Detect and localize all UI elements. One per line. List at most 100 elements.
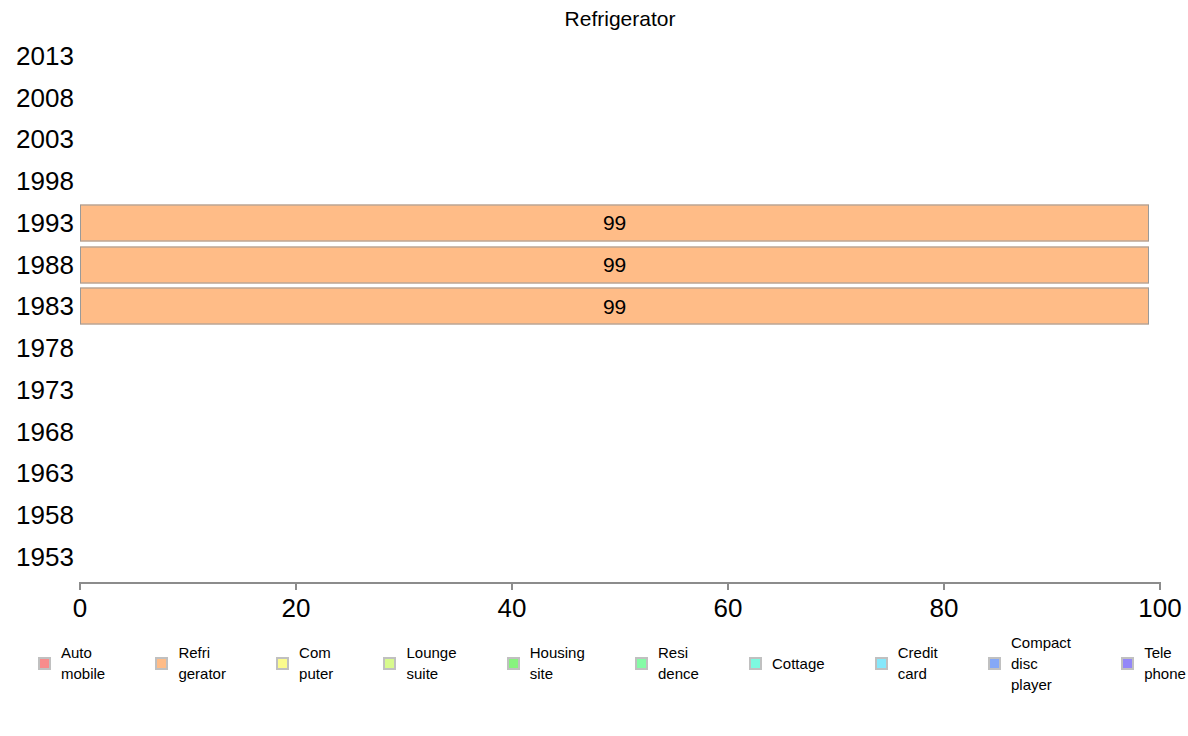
y-axis-label: 1963 bbox=[16, 458, 74, 489]
legend-label-line: Refri bbox=[178, 642, 226, 663]
legend-label-line: Com bbox=[299, 642, 333, 663]
legend-swatch-compact-disc-player bbox=[988, 657, 1001, 670]
bar-track bbox=[80, 494, 1160, 536]
y-axis-label: 1953 bbox=[16, 541, 74, 572]
legend-item-auto-mobile: Automobile bbox=[38, 642, 105, 684]
legend-swatch-auto-mobile bbox=[38, 657, 51, 670]
y-axis-label: 1993 bbox=[16, 207, 74, 238]
y-axis-label: 1973 bbox=[16, 374, 74, 405]
legend-item-residence: Residence bbox=[635, 642, 699, 684]
legend-swatch-lounge-suite bbox=[383, 657, 396, 670]
legend-label-line: Compact bbox=[1011, 632, 1071, 653]
x-tick-label: 40 bbox=[498, 593, 527, 624]
chart-row: 1968 bbox=[0, 411, 1188, 453]
bar-track bbox=[80, 119, 1160, 161]
legend-label: Loungesuite bbox=[406, 642, 456, 684]
x-tick-label: 0 bbox=[73, 593, 87, 624]
y-axis-label: 1998 bbox=[16, 166, 74, 197]
legend-label: Telephone bbox=[1144, 642, 1186, 684]
legend-label-line: Cottage bbox=[772, 653, 825, 674]
x-axis: 020406080100 bbox=[80, 582, 1160, 627]
x-tick-label: 20 bbox=[282, 593, 311, 624]
y-axis-label: 2008 bbox=[16, 82, 74, 113]
legend-label-line: player bbox=[1011, 674, 1071, 695]
legend-label-line: suite bbox=[406, 663, 456, 684]
x-tick-label: 80 bbox=[930, 593, 959, 624]
legend-label: Computer bbox=[299, 642, 333, 684]
legend-label-line: puter bbox=[299, 663, 333, 684]
tick-mark bbox=[295, 582, 297, 590]
legend-label-line: gerator bbox=[178, 663, 226, 684]
legend-swatch-cottage bbox=[749, 657, 762, 670]
bar-1988: 99 bbox=[80, 246, 1149, 283]
bar-track bbox=[80, 35, 1160, 77]
legend-label-line: disc bbox=[1011, 653, 1071, 674]
chart-row: 1958 bbox=[0, 494, 1188, 536]
legend-label: Refrigerator bbox=[178, 642, 226, 684]
bar-value-label: 99 bbox=[603, 211, 626, 235]
legend-label-line: Resi bbox=[658, 642, 699, 663]
x-tick-label: 100 bbox=[1138, 593, 1181, 624]
legend-swatch-residence bbox=[635, 657, 648, 670]
chart-row: 1963 bbox=[0, 453, 1188, 495]
legend-label: Compactdiscplayer bbox=[1011, 632, 1071, 695]
y-axis-label: 1968 bbox=[16, 416, 74, 447]
legend-label: Cottage bbox=[772, 653, 825, 674]
bar-track: 99 bbox=[80, 244, 1160, 286]
legend-item-refrigerator: Refrigerator bbox=[155, 642, 226, 684]
chart-row: 1978 bbox=[0, 327, 1188, 369]
x-axis-line bbox=[80, 582, 1160, 584]
bar-track bbox=[80, 160, 1160, 202]
legend-label-line: dence bbox=[658, 663, 699, 684]
bar-1993: 99 bbox=[80, 204, 1149, 241]
legend-swatch-housing-site bbox=[507, 657, 520, 670]
legend-label: Automobile bbox=[61, 642, 105, 684]
chart-row: 2008 bbox=[0, 77, 1188, 119]
y-axis-label: 2003 bbox=[16, 124, 74, 155]
bar-1983: 99 bbox=[80, 288, 1149, 325]
chart-row: 1953 bbox=[0, 536, 1188, 578]
bar-track bbox=[80, 453, 1160, 495]
tick-mark bbox=[727, 582, 729, 590]
legend-item-housing-site: Housingsite bbox=[507, 642, 585, 684]
bar-track bbox=[80, 369, 1160, 411]
legend-label-line: Tele bbox=[1144, 642, 1186, 663]
legend-label-line: Credit bbox=[898, 642, 938, 663]
tick-mark bbox=[1159, 582, 1161, 590]
legend-swatch-credit-card bbox=[875, 657, 888, 670]
chart-row: 1988 99 bbox=[0, 244, 1188, 286]
y-axis-label: 1988 bbox=[16, 249, 74, 280]
legend-item-cottage: Cottage bbox=[749, 653, 825, 674]
chart-row: 1973 bbox=[0, 369, 1188, 411]
chart-row: 1993 99 bbox=[0, 202, 1188, 244]
legend-label-line: Housing bbox=[530, 642, 585, 663]
bar-track bbox=[80, 77, 1160, 119]
legend-label-line: mobile bbox=[61, 663, 105, 684]
legend-item-credit-card: Creditcard bbox=[875, 642, 938, 684]
legend-item-compact-disc-player: Compactdiscplayer bbox=[988, 632, 1071, 695]
bar-value-label: 99 bbox=[603, 253, 626, 277]
chart-row: 2013 bbox=[0, 35, 1188, 77]
chart-title: Refrigerator bbox=[80, 7, 1160, 31]
bar-track bbox=[80, 327, 1160, 369]
legend-label: Housingsite bbox=[530, 642, 585, 684]
legend-item-telephone: Telephone bbox=[1121, 642, 1186, 684]
legend-label-line: Auto bbox=[61, 642, 105, 663]
bar-chart: Refrigerator 201320082003199819939919889… bbox=[0, 0, 1188, 736]
bar-track: 99 bbox=[80, 286, 1160, 328]
legend-swatch-computer bbox=[276, 657, 289, 670]
plot-area: 2013200820031998199399198899198399197819… bbox=[0, 35, 1188, 578]
legend-label-line: card bbox=[898, 663, 938, 684]
legend-label-line: phone bbox=[1144, 663, 1186, 684]
legend-label: Residence bbox=[658, 642, 699, 684]
tick-mark bbox=[943, 582, 945, 590]
tick-mark bbox=[79, 582, 81, 590]
legend-label-line: site bbox=[530, 663, 585, 684]
legend-label: Creditcard bbox=[898, 642, 938, 684]
bar-track: 99 bbox=[80, 202, 1160, 244]
legend-item-lounge-suite: Loungesuite bbox=[383, 642, 456, 684]
y-axis-label: 1958 bbox=[16, 500, 74, 531]
legend-label-line: Lounge bbox=[406, 642, 456, 663]
chart-row: 2003 bbox=[0, 119, 1188, 161]
chart-row: 198399 bbox=[0, 286, 1188, 328]
